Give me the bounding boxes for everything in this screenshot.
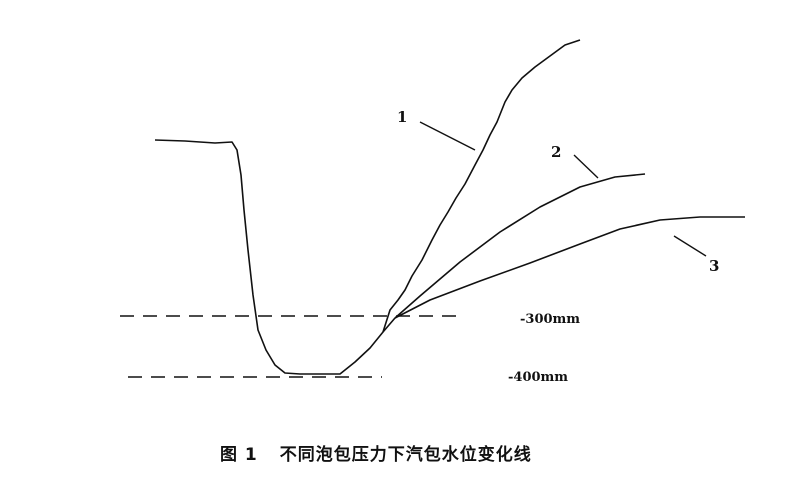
curve-1 [382, 39, 581, 333]
figure-title: 不同泡包压力下汽包水位变化线 [279, 445, 532, 465]
curve-3-label: 3 [709, 257, 719, 275]
curve-3 [394, 216, 745, 319]
curve-3-leader [673, 235, 707, 257]
figure-caption: 图 1 不同泡包压力下汽包水位变化线 [220, 440, 532, 465]
curve-1-leader [419, 121, 476, 151]
curve-1-label: 1 [397, 108, 407, 126]
curve-2-label: 2 [551, 143, 561, 161]
figure-number: 图 1 [220, 445, 258, 465]
curve-2-leader [573, 154, 599, 179]
reference-label-300mm: -300mm [520, 312, 580, 327]
curve-2 [394, 173, 646, 319]
common-curve-segment [154, 139, 396, 375]
reference-label-400mm: -400mm [508, 370, 568, 385]
